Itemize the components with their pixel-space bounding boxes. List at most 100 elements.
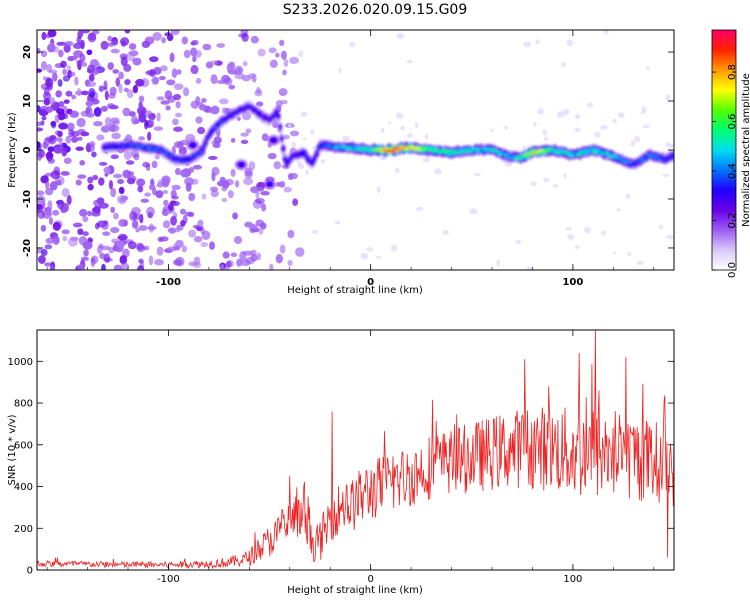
- noise-blob: [187, 212, 195, 218]
- noise-blob: [62, 68, 67, 76]
- noise-blob: [123, 150, 132, 160]
- colorbar-label: Normalized spectral amplitude: [741, 73, 750, 227]
- colorbar: 0.0 0.2 0.4 0.6 0.8 Normalized spectral ampl…: [711, 29, 750, 278]
- noise-blob: [75, 146, 84, 151]
- noise-blob: [210, 190, 219, 198]
- noise-blob: [593, 131, 601, 138]
- noise-blob: [148, 223, 154, 233]
- noise-blob: [415, 206, 424, 212]
- noise-blob: [118, 83, 123, 94]
- ridge-cell: [628, 161, 634, 165]
- noise-blob: [240, 139, 249, 144]
- noise-blob: [275, 253, 283, 264]
- noise-blob: [213, 136, 222, 144]
- noise-blob: [120, 37, 130, 46]
- noise-blob: [395, 112, 404, 119]
- noise-blob: [122, 169, 131, 179]
- noise-blob: [44, 262, 52, 267]
- noise-blob: [376, 255, 382, 259]
- noise-blob: [191, 178, 199, 185]
- noise-blob: [161, 37, 166, 44]
- noise-blob: [110, 206, 116, 214]
- noise-blob: [113, 212, 119, 220]
- ridge-cell: [242, 107, 247, 111]
- noise-blob: [139, 213, 144, 224]
- noise-blob: [98, 161, 108, 166]
- ridge-cell: [287, 158, 292, 161]
- noise-blob: [133, 153, 140, 161]
- noise-blob: [269, 59, 278, 68]
- colorbar-tick-label: 0.6: [727, 114, 738, 130]
- noise-blob: [434, 168, 442, 175]
- noise-blob: [52, 235, 60, 245]
- noise-blob: [298, 50, 304, 58]
- noise-blob: [40, 50, 48, 58]
- ridge-cell: [342, 145, 347, 149]
- noise-blob: [230, 138, 236, 143]
- noise-blob: [113, 173, 123, 179]
- noise-blob: [76, 87, 82, 96]
- noise-blob: [73, 50, 83, 58]
- noise-blob: [279, 180, 286, 188]
- ridge-cell: [316, 146, 322, 149]
- noise-blob: [192, 164, 203, 170]
- ridge-cell: [256, 112, 262, 115]
- ridge-cell: [308, 161, 314, 164]
- noise-blob: [82, 215, 89, 223]
- noise-blob: [37, 121, 42, 127]
- noise-blob: [93, 205, 101, 214]
- noise-blob: [183, 49, 191, 59]
- noise-blob: [174, 112, 182, 118]
- noise-blob: [69, 110, 80, 118]
- noise-blob: [152, 31, 162, 41]
- noise-blob: [37, 105, 41, 113]
- noise-blob: [280, 50, 287, 60]
- noise-blob: [535, 39, 540, 45]
- noise-blob: [63, 44, 71, 53]
- noise-blob: [283, 58, 289, 68]
- noise-blob: [197, 219, 204, 228]
- noise-blob: [574, 245, 580, 250]
- noise-blob: [86, 112, 95, 118]
- noise-blob: [175, 101, 181, 109]
- noise-blob: [104, 116, 112, 127]
- noise-blob: [106, 103, 115, 109]
- noise-blob: [71, 136, 79, 143]
- noise-blob: [583, 226, 591, 234]
- ridge-cell: [379, 147, 385, 150]
- noise-blob: [123, 219, 129, 227]
- noise-blob: [636, 260, 644, 266]
- x-tick-label: -100: [156, 277, 181, 288]
- y-tick-label: 200: [14, 524, 33, 535]
- noise-blob: [257, 48, 266, 57]
- noise-blob: [662, 173, 670, 177]
- noise-blob: [72, 42, 83, 50]
- noise-blob: [275, 52, 280, 58]
- noise-blob: [283, 134, 290, 140]
- noise-blob: [282, 69, 287, 76]
- ridge-cell: [206, 134, 212, 138]
- noise-blob: [40, 248, 48, 257]
- ridge-cell: [297, 153, 302, 156]
- noise-blob: [62, 235, 68, 242]
- noise-blob: [258, 228, 264, 235]
- noise-blob: [80, 256, 89, 262]
- noise-blob: [40, 60, 48, 71]
- noise-blob: [287, 173, 294, 181]
- ridge-cell: [331, 145, 336, 148]
- noise-blob: [565, 226, 572, 231]
- noise-blob: [100, 105, 108, 112]
- noise-blob: [48, 217, 54, 225]
- noise-blob: [144, 119, 149, 130]
- noise-blob: [600, 125, 608, 130]
- noise-blob: [162, 189, 169, 195]
- noise-blob: [93, 120, 103, 127]
- noise-blob: [248, 73, 255, 79]
- ridge-cell: [198, 151, 203, 155]
- noise-blob: [658, 224, 664, 229]
- noise-blob: [612, 251, 616, 255]
- noise-blob: [64, 40, 74, 47]
- noise-blob: [37, 151, 43, 161]
